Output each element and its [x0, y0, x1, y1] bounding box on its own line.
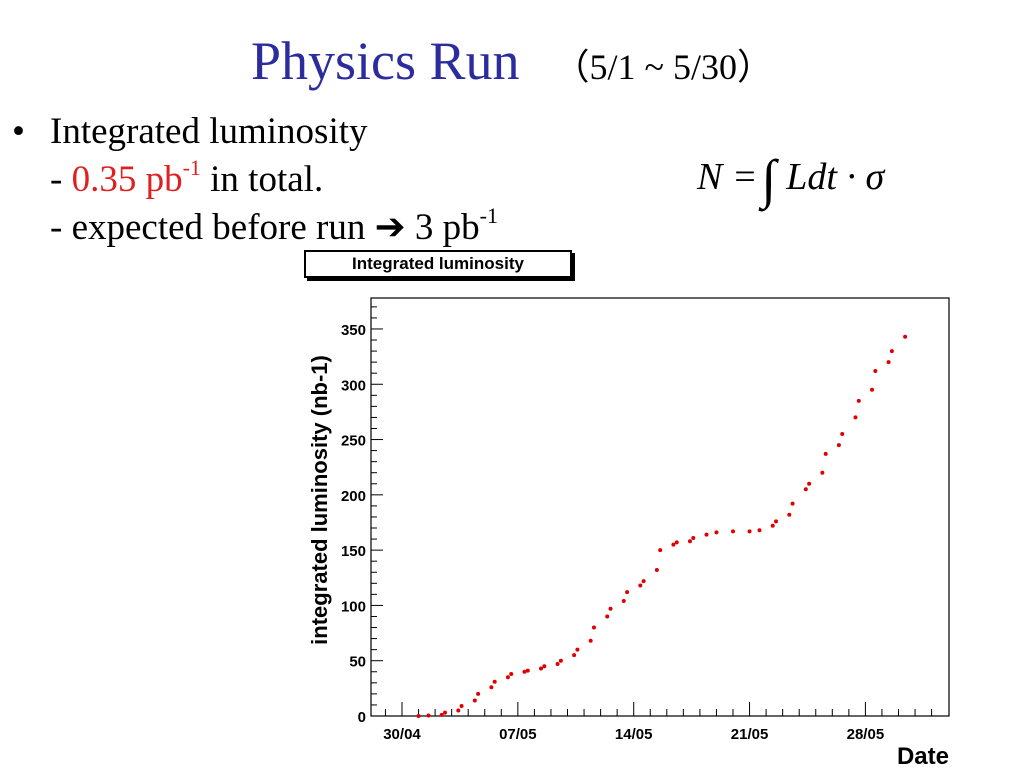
y-tick-label: 300 — [341, 377, 366, 394]
data-point — [654, 568, 659, 573]
data-point — [803, 487, 808, 492]
y-tick-label: 250 — [341, 433, 366, 450]
slide-title: Physics Run （5/1 ~ 5/30） — [0, 30, 1024, 92]
data-point — [605, 614, 610, 619]
data-point — [459, 704, 464, 709]
data-point — [774, 519, 779, 524]
expected-value: 3 pb — [405, 207, 480, 248]
data-point — [591, 625, 596, 630]
data-point — [836, 443, 841, 448]
data-point — [787, 512, 792, 517]
data-point — [641, 579, 646, 584]
data-point — [476, 691, 481, 696]
data-point — [509, 671, 514, 676]
x-tick-label: 07/05 — [499, 726, 537, 743]
bullet-dot: • — [12, 111, 25, 152]
formula-rhs: Ldt · σ — [786, 156, 885, 198]
data-point — [704, 532, 709, 537]
data-point — [731, 529, 735, 534]
data-point — [439, 712, 444, 717]
y-tick-label: 150 — [341, 543, 366, 560]
formula-lhs: N = — [697, 156, 758, 198]
luminosity-formula: N =∫ Ldt · σ — [697, 140, 885, 209]
data-point — [870, 387, 875, 392]
data-point — [638, 583, 643, 588]
title-date-range: （5/1 ~ 5/30） — [553, 47, 774, 87]
data-point — [820, 470, 825, 475]
expected-sup: -1 — [479, 203, 498, 228]
x-tick-label: 14/05 — [615, 726, 653, 743]
data-point — [903, 334, 908, 339]
data-point — [505, 675, 510, 680]
data-point — [575, 647, 580, 652]
total-suffix: in total. — [200, 159, 324, 200]
y-tick-label: 0 — [358, 709, 366, 726]
y-axis: 0 50 100 150 200 250 300 350 — [341, 306, 383, 726]
data-point — [572, 653, 577, 658]
data-point — [658, 548, 663, 553]
integral-sign: ∫ — [761, 149, 777, 209]
x-tick-label: 21/05 — [731, 726, 769, 743]
data-point — [539, 666, 544, 671]
data-points — [416, 334, 908, 718]
data-point — [840, 432, 845, 437]
data-point — [674, 540, 679, 545]
data-point — [889, 349, 894, 354]
data-point — [489, 685, 494, 690]
data-point — [542, 664, 547, 669]
data-point — [747, 529, 752, 534]
bullet-expected-row: - expected before run ➔ 3 pb-1 — [12, 204, 498, 252]
y-tick-label: 200 — [341, 488, 366, 505]
data-point — [625, 590, 630, 595]
data-point — [714, 530, 719, 535]
data-point — [555, 662, 560, 667]
y-tick-label: 350 — [341, 322, 366, 339]
bullet-heading-row: • Integrated luminosity — [12, 108, 498, 156]
bullet-list: • Integrated luminosity - 0.35 pb-1 in to… — [12, 108, 498, 252]
expected-prefix: - expected before run — [50, 207, 375, 248]
data-point — [492, 679, 497, 684]
data-point — [416, 714, 421, 718]
x-tick-label: 30/04 — [383, 726, 421, 743]
x-axis: 30/04 07/05 14/05 21/05 28/05 — [383, 702, 933, 743]
total-prefix: - — [50, 159, 72, 200]
chart-title: Integrated luminosity — [304, 250, 572, 278]
data-point — [687, 539, 692, 544]
data-point — [588, 638, 593, 643]
data-point — [671, 542, 676, 547]
title-main: Physics Run — [250, 31, 520, 91]
data-point — [853, 415, 858, 420]
data-point — [770, 523, 775, 528]
y-tick-label: 50 — [349, 654, 366, 671]
data-point — [691, 535, 696, 540]
total-value: 0.35 pb-1 — [71, 155, 201, 201]
bullet-heading: Integrated luminosity — [50, 111, 368, 152]
x-axis-label: Date — [897, 743, 949, 768]
plot-frame — [370, 297, 950, 717]
data-point — [443, 710, 448, 715]
data-point — [856, 398, 861, 403]
data-point — [621, 598, 626, 603]
data-point — [807, 481, 812, 486]
data-point — [757, 528, 762, 533]
data-point — [823, 451, 828, 456]
data-point — [873, 368, 878, 373]
y-tick-label: 100 — [341, 598, 366, 615]
arrow-icon: ➔ — [374, 207, 406, 248]
data-point — [886, 360, 891, 365]
data-point — [426, 713, 431, 718]
bullet-total-row: - 0.35 pb-1 in total. — [12, 156, 498, 204]
x-tick-label: 28/05 — [847, 726, 885, 743]
data-point — [790, 501, 795, 506]
data-point — [456, 708, 461, 713]
data-point — [525, 668, 530, 673]
y-axis-label: integrated luminosity (nb-1) — [307, 355, 332, 645]
data-point — [558, 658, 563, 663]
data-point — [522, 669, 527, 674]
data-point — [608, 606, 613, 611]
data-point — [472, 698, 477, 703]
